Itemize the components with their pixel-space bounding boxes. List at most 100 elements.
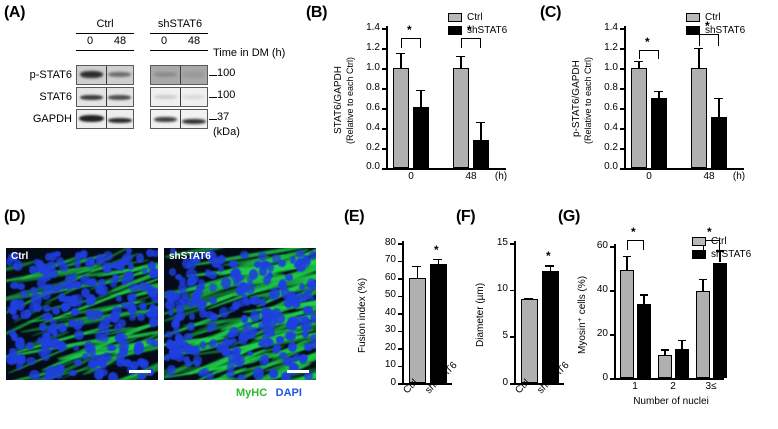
panel-e-err-ctrl [416, 265, 418, 278]
panel-g-err-sh-1 [643, 294, 645, 305]
panel-c-bracket-48 [699, 34, 719, 46]
legend-swatch-ctrl-icon [686, 13, 700, 22]
blot-group-label-shstat6: shSTAT6 [157, 18, 203, 30]
panel-f-ytick-15: 15 [496, 237, 508, 248]
panel-c-ytick-0.6: 0.6 [604, 102, 618, 113]
panel-b-err-sh-0 [420, 90, 422, 107]
panel-c-bar-sh-48 [711, 117, 727, 168]
panel-g-legend-label-ctrl: Ctrl [711, 236, 727, 247]
panel-c-ytick-0.0: 0.0 [604, 161, 618, 172]
panel-g-ytick-20: 20 [596, 328, 608, 339]
blot-row-label-pstat6: p-STAT6 [29, 69, 72, 81]
panel-b-xunit: (h) [494, 171, 508, 182]
panel-c-letter: (C) [540, 4, 562, 21]
blot-time-axis-label: Time in DM (h) [213, 47, 286, 59]
panel-c-ytick-0.4: 0.4 [604, 122, 618, 133]
micrograph-label-ctrl: Ctrl [11, 251, 29, 262]
mw-dash-1 [209, 75, 217, 76]
panel-g-xtick-2: 2 [670, 381, 676, 392]
panel-g-bar-sh-1 [637, 304, 651, 378]
panel-g-ytick-60: 60 [596, 240, 608, 251]
panel-e-ytick-80: 80 [384, 237, 396, 248]
mw-label-100-a: 100 [217, 67, 236, 79]
blot-time-underline-shstat6 [150, 50, 208, 51]
panel-g-bracket-1 [627, 240, 644, 250]
panel-c-x-axis [624, 168, 744, 170]
panel-e-chart: Fusion index (%) 80 70 60 50 40 30 20 10… [344, 200, 459, 429]
panel-c-xtick-0: 0 [646, 171, 652, 182]
blot-time-ctrl-0: 0 [86, 35, 94, 47]
panel-c-chart: p-STAT6/GAPDH (Relative to each Ctrl) 1.… [540, 0, 778, 200]
panel-b-bar-sh-0 [413, 107, 429, 168]
panel-c-err-sh-48 [718, 98, 720, 117]
panel-b-y-axis [386, 26, 388, 170]
panel-e-y-axis [402, 241, 404, 385]
panel-e-bar-shstat6 [430, 264, 447, 383]
legend-swatch-ctrl-icon [692, 237, 706, 246]
micrograph-ctrl: Ctrl [6, 248, 158, 380]
panel-c-bar-ctrl-0 [631, 68, 647, 168]
panel-c-ytick-1.0: 1.0 [604, 62, 618, 73]
panel-b-ytick-0.4: 0.4 [366, 122, 380, 133]
panel-e-err-shstat6 [437, 258, 439, 264]
panel-e-ylabel: Fusion index (%) [357, 277, 368, 353]
blot-row-label-stat6: STAT6 [39, 91, 72, 103]
blot-group-label-ctrl: Ctrl [96, 18, 114, 30]
panel-b-star-0: * [407, 23, 412, 37]
panel-g-chart: Myosin⁺ cells (%) 60 40 20 0 * * 1 2 3≤ … [558, 200, 778, 429]
micrograph-label-shstat6: shSTAT6 [169, 251, 211, 262]
legend-swatch-shstat6-icon [686, 26, 700, 35]
panel-c-ytick-0.2: 0.2 [604, 142, 618, 153]
panel-e-ytick-30: 30 [384, 324, 396, 335]
blot-time-underline-ctrl [76, 50, 134, 51]
panel-c-err-sh-0 [658, 91, 660, 98]
panel-g-bar-sh-3 [713, 262, 727, 378]
panel-f-bar-ctrl [521, 299, 538, 383]
panel-c-star-0: * [645, 35, 650, 49]
panel-g-xtick-1: 1 [632, 381, 638, 392]
panel-e-ytick-0: 0 [390, 377, 396, 388]
panel-b-err-sh-48 [480, 122, 482, 140]
mw-label-100-b: 100 [217, 89, 236, 101]
panel-e-letter: (E) [344, 208, 365, 225]
panel-b-bar-ctrl-0 [393, 68, 409, 168]
panel-f-y-axis [514, 241, 516, 385]
panel-g-err-ctrl-1 [626, 255, 628, 271]
panel-b-bar-sh-48 [473, 140, 489, 168]
panel-b-ytick-0.6: 0.6 [366, 102, 380, 113]
panel-g-star-1: * [631, 225, 636, 239]
panel-e-ytick-20: 20 [384, 342, 396, 353]
panel-f-ytick-5: 5 [502, 330, 508, 341]
panel-f-err-shstat6 [549, 265, 551, 271]
blot-stat6-shstat6 [150, 87, 208, 107]
blot-row-label-gapdh: GAPDH [32, 113, 72, 125]
panel-g-bar-ctrl-3 [696, 291, 710, 378]
panel-b-ytick-0.8: 0.8 [366, 82, 380, 93]
panel-c-bar-ctrl-48 [691, 68, 707, 168]
scale-bar-shstat6 [287, 370, 309, 373]
panel-c-err-ctrl-48 [698, 48, 700, 68]
panel-g-err-sh-3 [719, 250, 721, 263]
panel-b-x-axis [386, 168, 506, 170]
mw-unit-label: (kDa) [213, 126, 240, 138]
panel-c-bar-sh-0 [651, 98, 667, 168]
blot-stat6-ctrl [76, 87, 134, 107]
panel-g-ytick-40: 40 [596, 284, 608, 295]
panel-c-ytick-1.2: 1.2 [604, 42, 618, 53]
panel-f-chart: Diameter (µm) 15 10 5 0 * Ctrl shSTAT6 [456, 200, 571, 429]
panel-b-legend-label-shstat6: shSTAT6 [467, 25, 508, 36]
blot-group-underline-ctrl [76, 33, 134, 34]
panel-g-x-axis [614, 378, 724, 380]
mw-label-37: 37 [217, 111, 230, 123]
panel-g-legend-label-shstat6: shSTAT6 [711, 249, 752, 260]
panel-e-x-axis [402, 383, 452, 385]
panel-c-y-axis [624, 26, 626, 170]
panel-c-bracket-0 [639, 50, 659, 59]
panel-b-err-ctrl-48 [460, 56, 462, 68]
panel-d-channel-legend: MyHC DAPI [236, 383, 302, 401]
panel-b-xtick-48: 48 [465, 171, 477, 182]
panel-d-letter: (D) [4, 208, 26, 225]
mw-dash-2 [209, 97, 217, 98]
legend-swatch-shstat6-icon [448, 26, 462, 35]
mw-dash-3 [209, 119, 217, 120]
